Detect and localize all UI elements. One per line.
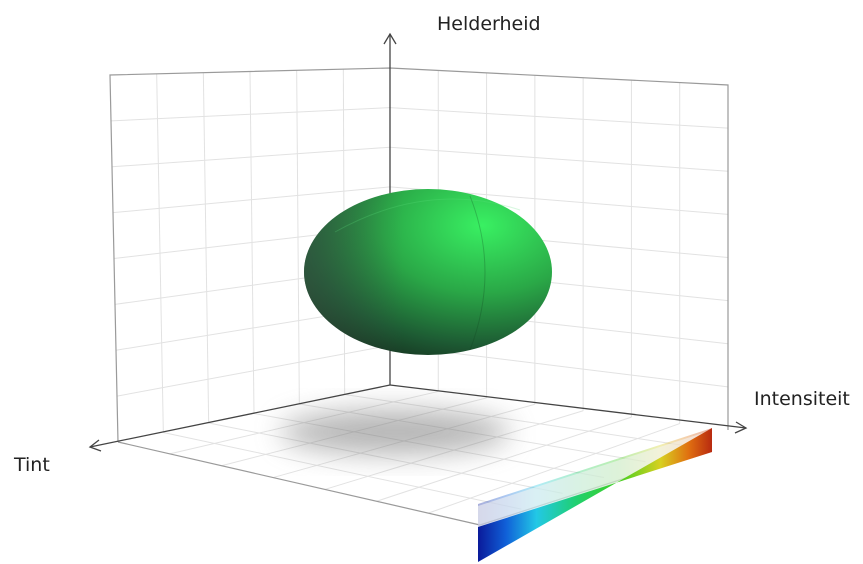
axis-label-right: Intensiteit (754, 388, 850, 410)
diagram: Helderheid Intensiteit Tint (0, 0, 863, 564)
grid-line (390, 147, 728, 171)
shadow (280, 410, 510, 454)
axis-label-vertical: Helderheid (437, 13, 541, 35)
grid-line (390, 108, 728, 129)
axis-label-left: Tint (13, 454, 50, 476)
color-bar-top-shade (478, 430, 712, 527)
ellipsoid (304, 189, 552, 355)
